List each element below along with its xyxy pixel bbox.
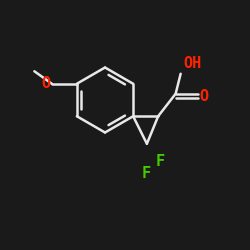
Text: OH: OH — [183, 56, 202, 71]
Text: O: O — [200, 89, 208, 104]
Text: F: F — [156, 154, 165, 169]
Text: O: O — [42, 76, 50, 91]
Text: F: F — [142, 166, 151, 181]
